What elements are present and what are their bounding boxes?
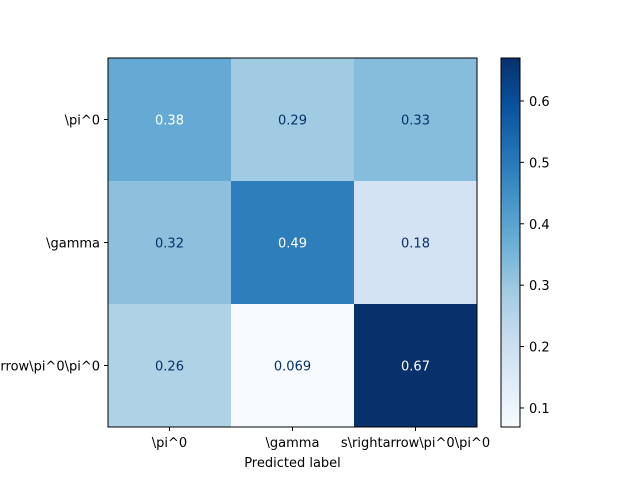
heatmap-cell (108, 58, 232, 182)
colorbar-ticks: 0.1 0.2 0.3 0.4 0.5 0.6 (520, 95, 550, 417)
cell-value-label: 0.069 (274, 360, 311, 375)
heatmap-cell (231, 58, 355, 182)
heatmap-cell (108, 304, 232, 428)
cell-value-label: 0.33 (401, 114, 430, 129)
cell-value-label: 0.26 (155, 360, 184, 375)
cell-value-label: 0.67 (401, 360, 430, 375)
x-tick-label: s\rightarrow\pi^0\pi^0 (341, 436, 490, 451)
colorbar-tick-label: 0.3 (529, 279, 550, 294)
colorbar-tick-label: 0.5 (529, 156, 550, 171)
x-axis-ticks: \pi^0 \gamma s\rightarrow\pi^0\pi^0 (152, 427, 490, 451)
heatmap-cell (231, 181, 355, 305)
y-tick-label: \pi^0 (65, 114, 100, 129)
cell-value-label: 0.18 (401, 237, 430, 252)
heatmap-cell (108, 181, 232, 305)
heatmap-cell (354, 58, 478, 182)
colorbar-tick-label: 0.6 (529, 95, 550, 110)
y-tick-label: \gamma (46, 237, 100, 252)
colorbar-tick-label: 0.2 (529, 341, 550, 356)
colorbar-tick-label: 0.4 (529, 218, 550, 233)
cell-value-label: 0.32 (155, 237, 184, 252)
x-tick-label: \gamma (266, 436, 320, 451)
cell-value-label: 0.38 (155, 114, 184, 129)
cell-value-label: 0.29 (278, 114, 307, 129)
colorbar-tick-label: 0.1 (529, 402, 550, 417)
heatmap-cell (354, 181, 478, 305)
cell-value-label: 0.49 (278, 237, 307, 252)
colorbar (500, 57, 521, 428)
y-tick-label: rrow\pi^0\pi^0 (0, 360, 100, 375)
x-axis-title: Predicted label (244, 456, 341, 471)
heatmap-cell-labels: 0.38 0.29 0.33 0.32 0.49 0.18 0.26 0.069 0.67 (155, 114, 430, 375)
heatmap-cell (354, 304, 478, 428)
heatmap-cells (108, 58, 478, 428)
y-axis-ticks: \pi^0 \gamma rrow\pi^0\pi^0 (0, 114, 108, 375)
x-tick-label: \pi^0 (152, 436, 187, 451)
heatmap-cell (231, 304, 355, 428)
